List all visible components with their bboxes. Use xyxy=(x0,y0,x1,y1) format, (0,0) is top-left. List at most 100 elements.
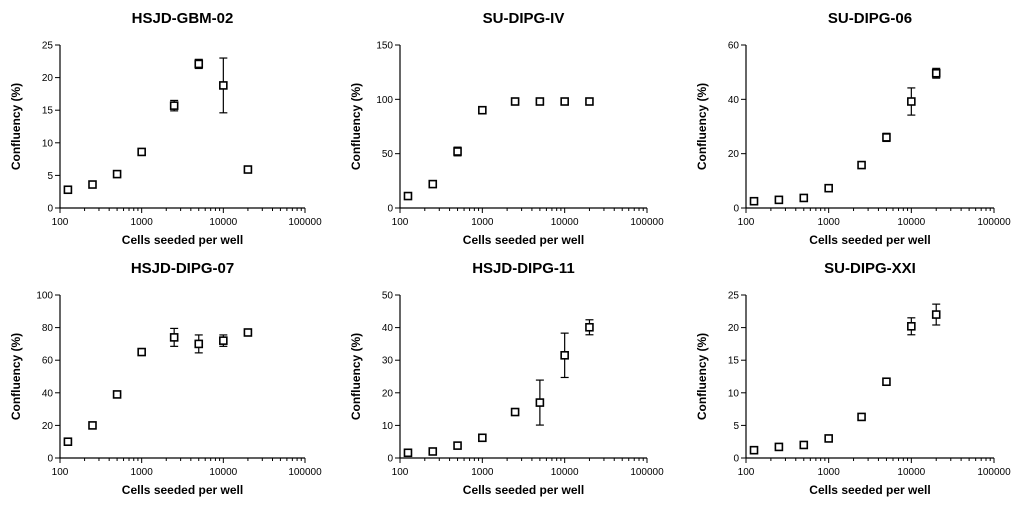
y-tick-label: 10 xyxy=(42,138,54,149)
y-tick-label: 0 xyxy=(733,204,739,215)
x-tick-label: 100000 xyxy=(977,467,1011,478)
x-axis-label: Cells seeded per well xyxy=(809,233,930,247)
chart-panel: HSJD-DIPG-11 0 10 20 30 40 50 100 1000 10000 10000… xyxy=(349,260,664,497)
data-point xyxy=(88,180,97,189)
y-tick-label: 50 xyxy=(382,291,394,302)
chart-title: HSJD-GBM-02 xyxy=(132,10,234,27)
y-tick-label: 40 xyxy=(42,388,54,399)
x-tick-label: 10000 xyxy=(209,217,237,228)
data-point xyxy=(88,421,97,430)
data-point xyxy=(243,328,253,337)
data-point xyxy=(824,183,833,193)
x-axis-label: Cells seeded per well xyxy=(463,483,584,497)
chart-title: HSJD-DIPG-07 xyxy=(131,260,234,277)
data-point xyxy=(535,97,545,106)
y-tick-label: 20 xyxy=(42,73,54,84)
data-point xyxy=(585,322,594,332)
data-point xyxy=(931,68,941,78)
data-point xyxy=(560,97,569,106)
x-tick-label: 100000 xyxy=(630,217,664,228)
data-point xyxy=(169,101,179,110)
x-axis-label: Cells seeded per well xyxy=(122,233,243,247)
x-tick-label: 10000 xyxy=(897,217,925,228)
data-point xyxy=(824,434,833,443)
y-axis-label: Confluency (%) xyxy=(349,333,363,420)
data-point xyxy=(907,321,916,331)
y-tick-label: 100 xyxy=(376,95,393,106)
data-point xyxy=(799,440,809,450)
data-point xyxy=(931,310,941,319)
y-tick-label: 0 xyxy=(387,204,393,215)
x-tick-label: 10000 xyxy=(209,467,237,478)
x-tick-label: 1000 xyxy=(818,217,841,228)
y-tick-label: 0 xyxy=(47,204,53,215)
y-tick-label: 30 xyxy=(382,356,394,367)
data-point xyxy=(194,59,204,69)
data-point xyxy=(749,445,759,455)
x-tick-label: 100 xyxy=(392,217,409,228)
x-axis-label: Cells seeded per well xyxy=(122,483,243,497)
y-tick-label: 5 xyxy=(733,421,739,432)
data-point xyxy=(749,196,759,206)
y-tick-label: 0 xyxy=(47,454,53,465)
data-point xyxy=(453,147,462,156)
data-point xyxy=(774,442,784,452)
data-point xyxy=(453,441,462,450)
y-tick-label: 100 xyxy=(36,291,53,302)
data-point xyxy=(194,339,204,349)
data-point xyxy=(907,97,916,106)
x-axis-label: Cells seeded per well xyxy=(463,233,584,247)
x-tick-label: 100000 xyxy=(630,467,664,478)
data-point xyxy=(774,195,784,205)
data-point xyxy=(137,147,146,157)
x-tick-label: 100 xyxy=(738,217,755,228)
x-tick-label: 1000 xyxy=(471,467,494,478)
y-tick-label: 0 xyxy=(387,454,393,465)
chart-panel: SU-DIPG-IV 0 50 100 150 100 1000 10000 100000 Cel… xyxy=(349,10,664,247)
y-tick-label: 25 xyxy=(42,41,54,52)
x-tick-label: 10000 xyxy=(551,467,579,478)
data-point xyxy=(403,448,413,458)
y-tick-label: 20 xyxy=(42,421,54,432)
x-tick-label: 1000 xyxy=(131,217,154,228)
y-tick-label: 80 xyxy=(42,323,54,334)
chart-panel: SU-DIPG-06 0 20 40 60 100 1000 10000 100000 Cells… xyxy=(695,10,1011,247)
y-tick-label: 60 xyxy=(42,356,54,367)
data-point xyxy=(112,390,122,399)
y-tick-label: 20 xyxy=(382,388,394,399)
y-tick-label: 15 xyxy=(728,356,740,367)
y-tick-label: 10 xyxy=(728,388,740,399)
chart-panel: HSJD-GBM-02 0 5 10 15 20 25 100 1000 10000 100000 C… xyxy=(9,10,322,247)
x-tick-label: 10000 xyxy=(897,467,925,478)
y-axis-label: Confluency (%) xyxy=(9,83,23,170)
chart-title: SU-DIPG-IV xyxy=(483,10,565,27)
data-point xyxy=(799,193,809,203)
data-point xyxy=(478,433,487,443)
y-tick-label: 25 xyxy=(728,291,740,302)
x-tick-label: 100000 xyxy=(977,217,1011,228)
data-point xyxy=(535,398,545,407)
x-tick-label: 1000 xyxy=(131,467,154,478)
x-tick-label: 100 xyxy=(392,467,409,478)
data-point xyxy=(882,377,891,387)
chart-panel: HSJD-DIPG-07 0 20 40 60 80 100 100 1000 10000 1000… xyxy=(9,260,322,497)
x-tick-label: 100000 xyxy=(288,217,322,228)
data-point xyxy=(585,97,594,106)
y-tick-label: 15 xyxy=(42,106,54,117)
x-axis-label: Cells seeded per well xyxy=(809,483,930,497)
data-point xyxy=(63,437,73,447)
y-tick-label: 150 xyxy=(376,41,393,52)
y-axis-label: Confluency (%) xyxy=(695,333,709,420)
y-tick-label: 50 xyxy=(382,149,394,160)
x-tick-label: 1000 xyxy=(818,467,841,478)
data-point xyxy=(219,336,228,345)
x-tick-label: 1000 xyxy=(471,217,494,228)
x-tick-label: 100 xyxy=(52,467,69,478)
y-tick-label: 20 xyxy=(728,149,740,160)
data-point xyxy=(112,169,122,179)
data-point xyxy=(857,160,866,170)
data-point xyxy=(428,179,438,189)
y-axis-label: Confluency (%) xyxy=(9,333,23,420)
chart-title: SU-DIPG-XXI xyxy=(824,260,916,277)
